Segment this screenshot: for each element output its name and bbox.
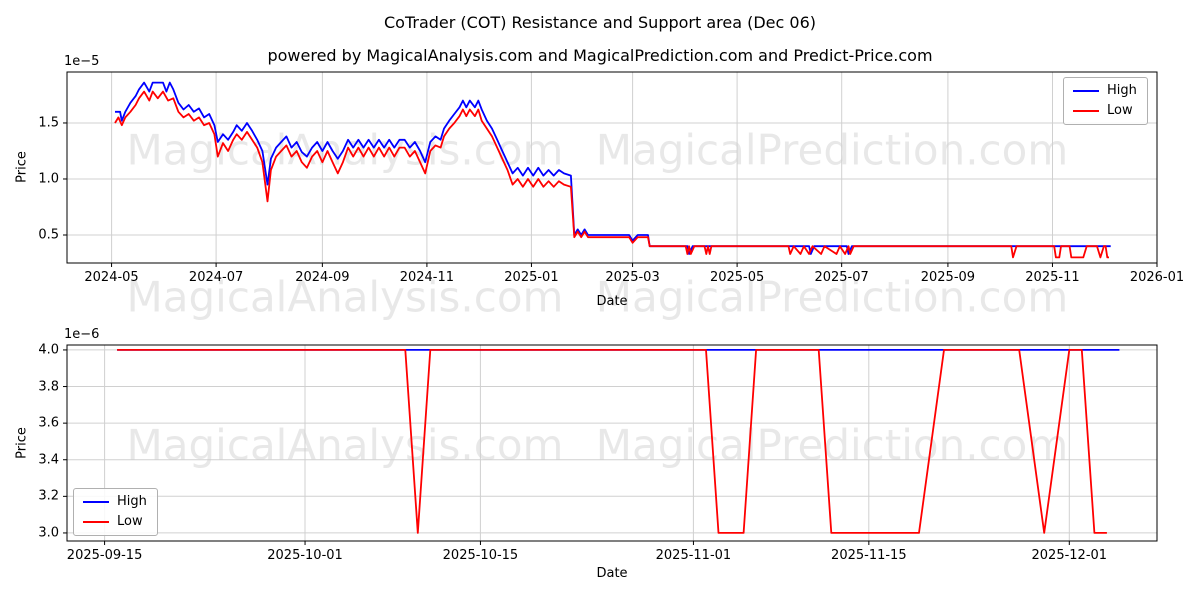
y-tick-label: 1.5 bbox=[38, 115, 59, 131]
legend-label: Low bbox=[1107, 103, 1133, 118]
legend-line-sample bbox=[83, 501, 109, 503]
legend-entry: High bbox=[83, 495, 147, 509]
x-tick-label: 2025-10-01 bbox=[267, 548, 343, 563]
legend-label: Low bbox=[117, 514, 143, 529]
top-x-axis-label: Date bbox=[596, 294, 628, 309]
bottom-x-axis-label: Date bbox=[596, 566, 628, 581]
bottom-y-offset-label: 1e−6 bbox=[64, 327, 100, 342]
y-tick-label: 3.0 bbox=[38, 525, 59, 541]
legend-label: High bbox=[1107, 83, 1137, 98]
x-tick-label: 2025-11-01 bbox=[655, 548, 732, 563]
y-tick-label: 3.4 bbox=[38, 452, 59, 468]
y-tick-label: 3.6 bbox=[38, 415, 59, 431]
y-tick-label: 3.8 bbox=[38, 379, 59, 395]
x-tick-label: 2025-01 bbox=[504, 270, 559, 285]
x-tick-label: 2025-05 bbox=[709, 270, 765, 285]
x-tick-label: 2025-11 bbox=[1025, 270, 1080, 285]
legend-entry: High bbox=[1073, 84, 1137, 98]
top-legend: High Low bbox=[1063, 77, 1148, 125]
legend-label: High bbox=[117, 494, 147, 509]
x-tick-label: 2024-07 bbox=[188, 270, 244, 285]
x-tick-label: 2025-09 bbox=[920, 270, 976, 285]
x-tick-label: 2025-11-15 bbox=[831, 548, 907, 563]
x-tick-label: 2025-10-15 bbox=[442, 548, 519, 563]
bottom-y-axis-label: Price bbox=[14, 427, 30, 459]
top-y-axis-label: Price bbox=[14, 151, 30, 183]
legend-line-sample bbox=[83, 521, 109, 523]
legend-line-sample bbox=[1073, 110, 1099, 112]
x-tick-label: 2024-09 bbox=[295, 270, 350, 285]
x-tick-label: 2025-07 bbox=[814, 270, 869, 285]
y-tick-label: 4.0 bbox=[38, 342, 59, 358]
figure-subtitle: powered by MagicalAnalysis.com and Magic… bbox=[267, 46, 933, 65]
y-tick-label: 3.2 bbox=[38, 488, 59, 504]
x-tick-label: 2024-05 bbox=[84, 270, 139, 285]
bottom-legend: High Low bbox=[73, 488, 158, 536]
x-tick-label: 2024-11 bbox=[399, 270, 455, 285]
y-tick-label: 1.0 bbox=[38, 171, 59, 187]
legend-line-sample bbox=[1073, 90, 1099, 92]
x-tick-label: 2026-01 bbox=[1129, 270, 1185, 285]
y-tick-label: 0.5 bbox=[38, 227, 59, 243]
top-y-offset-label: 1e−5 bbox=[64, 54, 100, 69]
x-tick-label: 2025-09-15 bbox=[66, 548, 143, 563]
legend-entry: Low bbox=[1073, 104, 1137, 118]
figure-title: CoTrader (COT) Resistance and Support ar… bbox=[383, 13, 817, 32]
x-tick-label: 2025-12-01 bbox=[1031, 548, 1108, 563]
legend-entry: Low bbox=[83, 515, 147, 529]
x-tick-label: 2025-03 bbox=[605, 270, 660, 285]
